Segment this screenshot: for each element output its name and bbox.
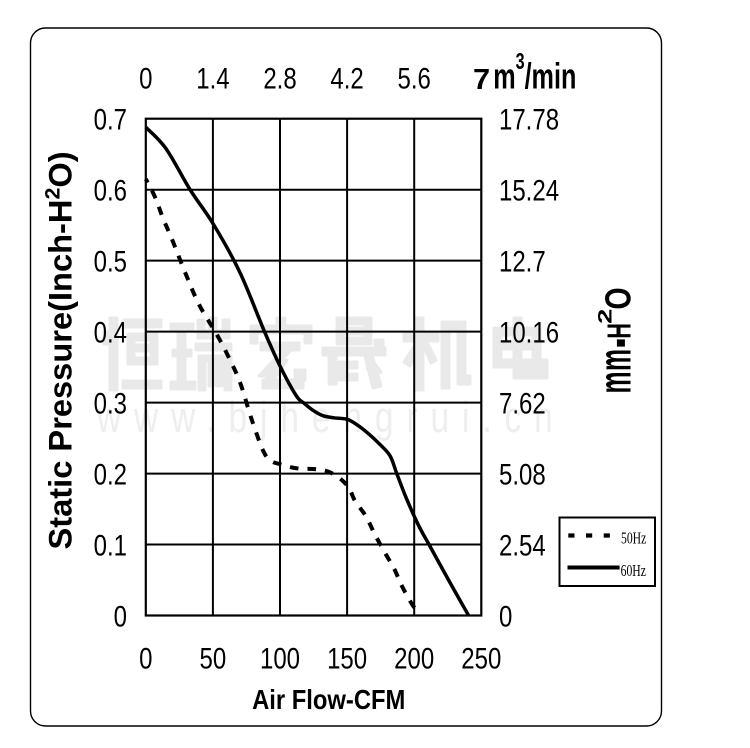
svg-text:5.6: 5.6	[398, 61, 431, 95]
svg-text:m: m	[590, 349, 641, 371]
svg-text:7.62: 7.62	[499, 386, 546, 420]
svg-text:Static Pressure(Inch-H2O): Static Pressure(Inch-H2O)	[42, 151, 79, 549]
svg-text:0: 0	[499, 599, 512, 633]
svg-text:0: 0	[139, 61, 152, 95]
svg-text:2.8: 2.8	[263, 61, 296, 95]
svg-text:12.7: 12.7	[499, 244, 546, 278]
svg-text:m: m	[590, 371, 641, 393]
svg-text:H: H	[601, 323, 638, 339]
svg-text:17.78: 17.78	[499, 102, 559, 136]
svg-text:O: O	[598, 287, 638, 309]
svg-text:0.5: 0.5	[94, 244, 127, 278]
svg-text:10.16: 10.16	[499, 315, 559, 349]
svg-text:0: 0	[139, 641, 152, 675]
svg-text:7: 7	[473, 64, 490, 96]
svg-text:Air Flow-CFM: Air Flow-CFM	[252, 683, 405, 715]
svg-text:15.24: 15.24	[499, 173, 559, 207]
svg-text:4.2: 4.2	[330, 61, 363, 95]
svg-text:200: 200	[394, 641, 434, 675]
svg-text:0.2: 0.2	[94, 457, 127, 491]
svg-text:0.4: 0.4	[94, 315, 127, 349]
svg-text:60Hz: 60Hz	[621, 562, 647, 581]
svg-text:1.4: 1.4	[196, 61, 229, 95]
svg-text:150: 150	[327, 641, 367, 675]
svg-text:0.1: 0.1	[94, 528, 127, 562]
svg-text:2.54: 2.54	[499, 528, 546, 562]
svg-text:50Hz: 50Hz	[621, 529, 647, 548]
svg-text:100: 100	[260, 641, 300, 675]
svg-text:0.3: 0.3	[94, 386, 127, 420]
svg-text:5.08: 5.08	[499, 457, 546, 491]
svg-text:250: 250	[461, 641, 501, 675]
svg-text:0.6: 0.6	[94, 173, 127, 207]
svg-text:2: 2	[595, 309, 616, 324]
svg-text:m3/min: m3/min	[493, 49, 576, 96]
svg-text:50: 50	[200, 641, 227, 675]
svg-text:0.7: 0.7	[94, 102, 127, 136]
svg-text:0: 0	[114, 599, 127, 633]
